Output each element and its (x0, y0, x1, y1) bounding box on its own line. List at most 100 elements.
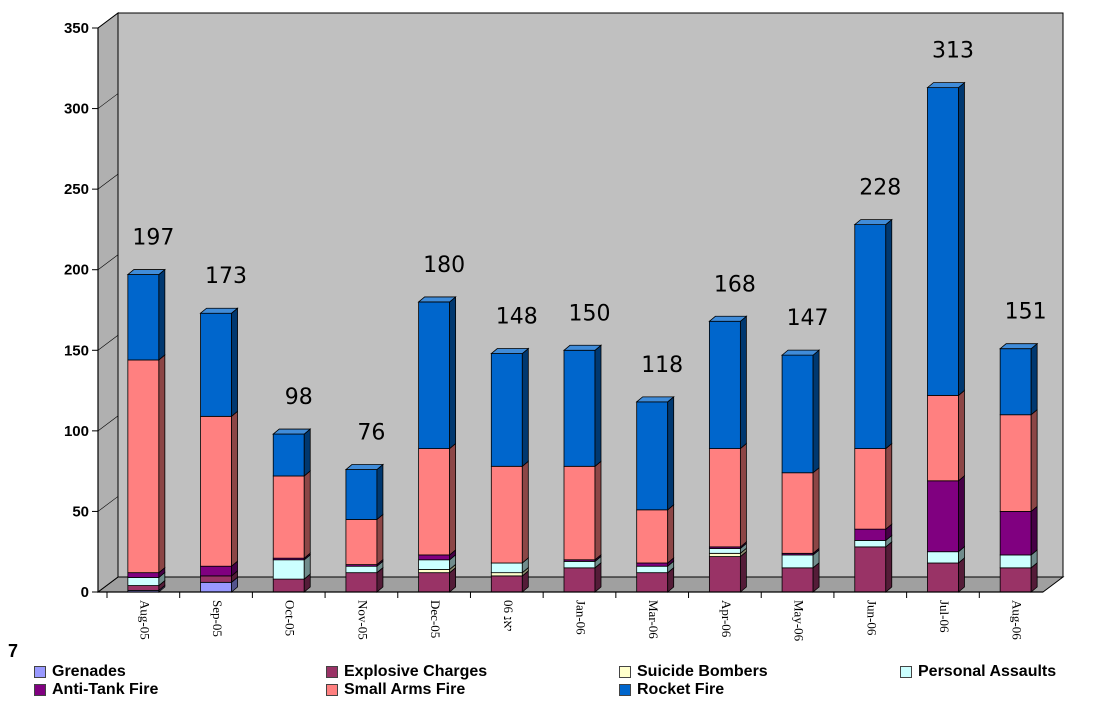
bar-segment-side (958, 474, 965, 553)
bar-segment-side (667, 503, 675, 564)
bar-segment (200, 415, 232, 567)
y-tick-label: 250 (64, 181, 89, 198)
bar-segment (781, 567, 814, 593)
bar-segment (345, 565, 378, 574)
bar-segment (854, 540, 887, 548)
bar-total-label: 173 (205, 264, 247, 289)
bar-segment (200, 581, 232, 593)
bar-segment (927, 480, 959, 553)
x-axis: Aug-05 Sep-05 Oct-05 Nov-05 Dec-05 06 יאנ Jan-… (98, 591, 1043, 642)
bar-total-label: 76 (357, 421, 385, 446)
bar-segment (999, 554, 1032, 569)
bar-total-label: 197 (132, 226, 174, 251)
bar-segment-side (231, 307, 238, 418)
bars (126, 81, 1039, 593)
bar-segment (200, 312, 232, 417)
legend-label: Grenades (52, 663, 126, 680)
bar-segment-side (885, 218, 893, 450)
bar-segment (418, 301, 451, 449)
bar-segment (490, 353, 523, 467)
bar-segment-side (1030, 408, 1038, 513)
bar-group (344, 463, 385, 593)
legend-item: Grenades (34, 663, 126, 681)
legend-label: Anti-Tank Fire (52, 681, 159, 698)
bar-segment-side (449, 296, 457, 450)
legend-item: Personal Assaults (900, 663, 1056, 681)
bar-segment-side (958, 557, 965, 593)
bar-segment (927, 562, 959, 593)
bar-segment (999, 567, 1032, 593)
bar-segment (927, 395, 959, 482)
bar-segment (200, 575, 232, 583)
y-tick-depth-line (97, 335, 119, 351)
y-tick-label: 0 (81, 584, 89, 601)
bar-total-label: 98 (285, 385, 313, 410)
bar-segment-side (739, 550, 747, 593)
legend-swatch (326, 666, 338, 678)
bar-segment (708, 320, 741, 449)
bar-segment (127, 585, 160, 591)
y-tick-label: 300 (64, 101, 89, 118)
bar-segment-side (158, 354, 166, 574)
y-tick-label: 200 (64, 262, 89, 279)
bar-segment (563, 349, 596, 467)
bar-segment (636, 401, 669, 511)
bar-segment-side (958, 81, 965, 397)
y-tick-depth-line (97, 576, 119, 593)
bar-segment-side (521, 347, 529, 468)
x-tick-label: Jul-06 (937, 600, 952, 633)
bar-top (199, 307, 239, 314)
bar-segment (636, 509, 669, 564)
bar-segment (999, 414, 1032, 512)
y-tick-depth-line (97, 12, 119, 29)
bar-segment (999, 348, 1032, 416)
bar-segment-side (812, 349, 820, 474)
bar-segment (563, 567, 596, 593)
x-tick-label: Aug-05 (137, 600, 152, 640)
x-tick-label: Dec-05 (428, 600, 443, 638)
y-tick-label: 50 (72, 503, 89, 520)
bar-group (926, 81, 966, 593)
bar-segment (418, 559, 451, 570)
bar-segment-side (376, 463, 384, 521)
stray-mark: 7 (8, 641, 19, 661)
bar-segment (490, 562, 523, 574)
legend-label: Small Arms Fire (344, 681, 466, 698)
legend-swatch (619, 666, 631, 678)
x-tick-label: 06 יאנ (501, 600, 516, 632)
bar-group (199, 307, 239, 593)
bar-segment-side (885, 442, 893, 531)
plot-side-wall (97, 12, 119, 593)
y-tick-label: 350 (64, 20, 89, 37)
legend: Grenades Explosive Charges Suicide Bombers… (34, 663, 1109, 701)
bar-segment (127, 359, 160, 574)
bar-top (562, 344, 603, 351)
bar-segment-side (521, 460, 529, 564)
legend-label: Personal Assaults (918, 663, 1057, 680)
bar-group (562, 344, 603, 593)
bar-segment-side (667, 395, 675, 511)
bar-segment-side (303, 470, 311, 560)
bar-segment (708, 556, 741, 593)
bar-segment (200, 565, 232, 577)
bar-segment (854, 448, 887, 530)
bar-segment-side (1030, 505, 1038, 556)
bar-segment (418, 572, 451, 593)
bar-total-label: 180 (423, 253, 465, 278)
bar-total-label: 168 (714, 272, 756, 297)
bar-total-label: 148 (496, 305, 538, 330)
bar-top (926, 82, 966, 89)
bar-segment (708, 548, 741, 554)
y-tick-label: 100 (64, 423, 89, 440)
bar-segment (781, 472, 814, 554)
legend-label: Rocket Fire (637, 681, 725, 698)
y-axis: 0 50 100 150 200 250 300 350 (64, 12, 119, 601)
legend-swatch (900, 666, 912, 678)
bar-group (490, 347, 530, 593)
bar-segment (490, 572, 523, 577)
bar-segment (418, 569, 451, 574)
bar-group (999, 342, 1039, 593)
bar-segment (418, 554, 451, 561)
bar-segment (127, 572, 160, 578)
bar-top (417, 296, 457, 303)
